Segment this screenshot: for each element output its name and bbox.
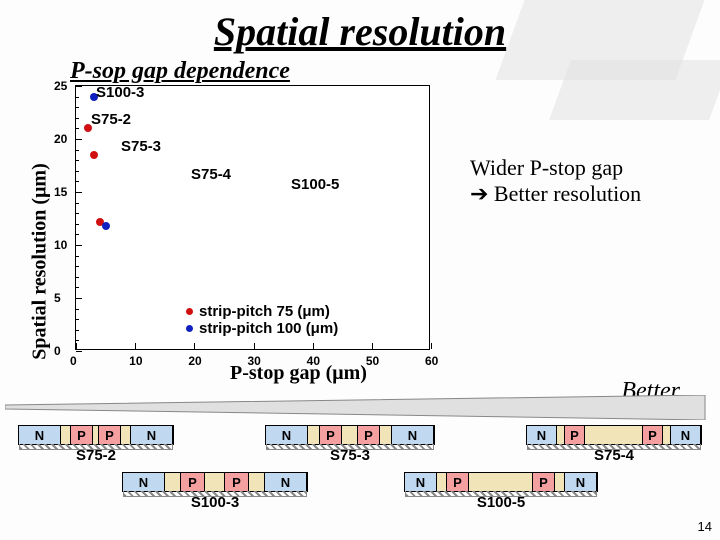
strip-diagram: NPPNS75-3 [265, 425, 435, 464]
legend-dot-icon [186, 325, 193, 332]
y-tick-label: 20 [54, 132, 67, 146]
data-point-label: S100-3 [96, 84, 144, 101]
strip-segment: P [71, 426, 93, 444]
scatter-chart: 05101520250102030405060S100-3S75-2S75-3S… [75, 85, 430, 350]
page-title: Spatial resolution [0, 8, 720, 55]
strip-segment [342, 426, 358, 444]
x-tick-label: 60 [425, 354, 438, 368]
strip-segment: N [392, 426, 434, 444]
y-tick-label: 10 [54, 238, 67, 252]
annotation-note: Wider P-stop gap ➔ Better resolution [470, 155, 641, 207]
strip-diagram: NPPNS75-4 [526, 425, 702, 464]
y-tick-label: 5 [54, 291, 61, 305]
strip-segment [557, 426, 565, 444]
strip-segment: P [358, 426, 380, 444]
legend-text: strip-pitch 100 (μm) [199, 320, 338, 337]
strip-segment [165, 473, 181, 491]
strip-segment [61, 426, 71, 444]
strip-segment [249, 473, 265, 491]
strip-segment [663, 426, 671, 444]
wedge-shape [5, 395, 710, 420]
strip-segment: N [123, 473, 165, 491]
strip-segment [205, 473, 225, 491]
x-tick-label: 10 [129, 354, 142, 368]
strip-segment: P [565, 426, 585, 444]
subtitle: P-sop gap dependence [70, 58, 290, 85]
strip-segment: N [527, 426, 557, 444]
y-tick-label: 0 [54, 344, 61, 358]
strip-segment [469, 473, 533, 491]
strip-segment: N [19, 426, 61, 444]
strip-segment: P [320, 426, 342, 444]
legend-text: strip-pitch 75 (μm) [199, 303, 330, 320]
x-tick-label: 20 [188, 354, 201, 368]
strip-segment: P [643, 426, 663, 444]
strip-diagram: NPPNS100-3 [122, 472, 308, 511]
x-tick-label: 0 [70, 354, 77, 368]
data-point-label: S75-4 [191, 166, 231, 183]
strip-segment [555, 473, 565, 491]
y-axis-label: Spatial resolution (μm) [29, 162, 52, 362]
strip-diagram: NPPNS100-5 [404, 472, 598, 511]
data-point-label: S75-2 [91, 111, 131, 128]
x-tick-label: 50 [366, 354, 379, 368]
strip-segment: P [225, 473, 249, 491]
note-line-1: Wider P-stop gap [470, 155, 641, 181]
strip-segment [380, 426, 392, 444]
y-tick-label: 15 [54, 185, 67, 199]
strip-segment: P [181, 473, 205, 491]
legend-item: strip-pitch 75 (μm) [186, 303, 338, 320]
data-point-label: S75-3 [121, 138, 161, 155]
strip-segment: N [131, 426, 173, 444]
y-tick-label: 25 [54, 79, 67, 93]
strip-diagram: NPPNS75-2 [18, 425, 174, 464]
data-point [90, 151, 98, 159]
strip-segment: P [533, 473, 555, 491]
strip-segment: P [447, 473, 469, 491]
strip-segment [121, 426, 131, 444]
strip-segment: P [99, 426, 121, 444]
strip-diagrams: NPPNS75-2NPPNS75-3NPPNS75-4 NPPNS100-3NP… [10, 425, 710, 519]
strip-segment [585, 426, 643, 444]
legend-dot-icon [186, 308, 193, 315]
x-axis-label: P-stop gap (μm) [230, 362, 367, 385]
data-point-label: S100-5 [291, 176, 339, 193]
legend-item: strip-pitch 100 (μm) [186, 320, 338, 337]
note-line-2: ➔ Better resolution [470, 181, 641, 207]
strip-segment [308, 426, 320, 444]
slide-number: 14 [698, 519, 712, 534]
strip-segment [437, 473, 447, 491]
data-point [102, 222, 110, 230]
strip-segment: N [265, 473, 307, 491]
strip-segment: N [405, 473, 437, 491]
strip-segment: N [671, 426, 701, 444]
chart-legend: strip-pitch 75 (μm)strip-pitch 100 (μm) [186, 303, 338, 337]
strip-segment: N [266, 426, 308, 444]
strip-segment: N [565, 473, 597, 491]
